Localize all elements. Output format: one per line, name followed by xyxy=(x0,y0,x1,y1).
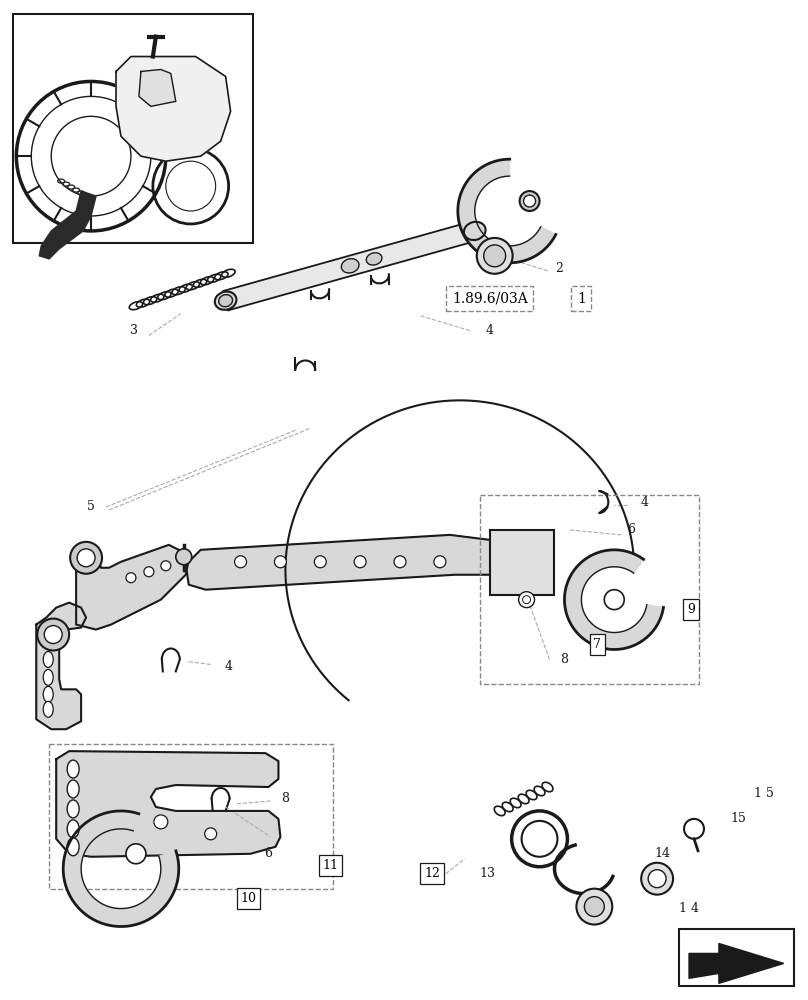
Text: 1 5: 1 5 xyxy=(754,787,774,800)
Polygon shape xyxy=(63,811,179,927)
Circle shape xyxy=(584,897,604,917)
Ellipse shape xyxy=(464,222,486,240)
Bar xyxy=(49,744,333,889)
Text: 8: 8 xyxy=(281,792,289,805)
Circle shape xyxy=(144,567,154,577)
Text: 12: 12 xyxy=(424,867,440,880)
Text: 10: 10 xyxy=(241,892,256,905)
Polygon shape xyxy=(36,603,86,729)
Bar xyxy=(14,14,253,243)
Polygon shape xyxy=(458,159,556,263)
Text: 5: 5 xyxy=(87,500,95,513)
Text: 9: 9 xyxy=(687,603,695,616)
Circle shape xyxy=(648,870,666,888)
Polygon shape xyxy=(116,57,230,161)
Text: 2: 2 xyxy=(556,262,563,275)
Circle shape xyxy=(176,549,191,565)
Ellipse shape xyxy=(341,259,359,273)
Text: 6: 6 xyxy=(264,847,272,860)
Text: 1 4: 1 4 xyxy=(679,902,699,915)
Polygon shape xyxy=(76,545,189,630)
Ellipse shape xyxy=(67,760,79,778)
Text: 1.89.6/03A: 1.89.6/03A xyxy=(452,292,528,306)
Ellipse shape xyxy=(67,780,79,798)
Bar xyxy=(490,530,554,595)
Circle shape xyxy=(604,590,625,610)
Circle shape xyxy=(37,619,69,650)
Ellipse shape xyxy=(44,701,53,717)
Ellipse shape xyxy=(219,295,233,307)
Circle shape xyxy=(523,596,531,604)
Polygon shape xyxy=(186,535,494,590)
Text: 6: 6 xyxy=(627,523,635,536)
Circle shape xyxy=(394,556,406,568)
Ellipse shape xyxy=(44,669,53,685)
Circle shape xyxy=(234,556,246,568)
Polygon shape xyxy=(689,943,784,983)
Circle shape xyxy=(576,889,612,925)
Ellipse shape xyxy=(44,651,53,667)
Circle shape xyxy=(70,542,102,574)
Circle shape xyxy=(519,592,535,608)
Circle shape xyxy=(520,191,540,211)
Ellipse shape xyxy=(366,253,382,265)
Text: 14: 14 xyxy=(654,847,670,860)
Circle shape xyxy=(161,561,170,571)
Circle shape xyxy=(477,238,512,274)
Circle shape xyxy=(77,549,95,567)
Ellipse shape xyxy=(67,820,79,838)
Polygon shape xyxy=(57,751,280,857)
Text: 8: 8 xyxy=(561,653,569,666)
Circle shape xyxy=(642,863,673,895)
Bar xyxy=(679,929,793,986)
Ellipse shape xyxy=(215,292,237,310)
Text: 4: 4 xyxy=(225,660,233,673)
Circle shape xyxy=(154,815,168,829)
Circle shape xyxy=(204,828,217,840)
Text: 11: 11 xyxy=(322,859,339,872)
Bar xyxy=(480,495,699,684)
Circle shape xyxy=(434,556,446,568)
Circle shape xyxy=(354,556,366,568)
Text: 4: 4 xyxy=(486,324,494,337)
Circle shape xyxy=(484,245,506,267)
Circle shape xyxy=(126,844,146,864)
Text: 13: 13 xyxy=(480,867,496,880)
Circle shape xyxy=(44,626,62,644)
Text: 4: 4 xyxy=(640,496,648,509)
Text: 15: 15 xyxy=(731,812,747,825)
Polygon shape xyxy=(223,221,478,310)
Ellipse shape xyxy=(67,838,79,856)
Circle shape xyxy=(275,556,286,568)
Circle shape xyxy=(126,573,136,583)
Text: 1: 1 xyxy=(577,292,586,306)
Circle shape xyxy=(314,556,326,568)
Text: 3: 3 xyxy=(130,324,138,337)
Ellipse shape xyxy=(44,686,53,702)
Polygon shape xyxy=(40,191,96,259)
Circle shape xyxy=(524,195,536,207)
Polygon shape xyxy=(139,69,176,106)
Polygon shape xyxy=(565,550,663,649)
Text: 7: 7 xyxy=(593,638,601,651)
Ellipse shape xyxy=(67,800,79,818)
